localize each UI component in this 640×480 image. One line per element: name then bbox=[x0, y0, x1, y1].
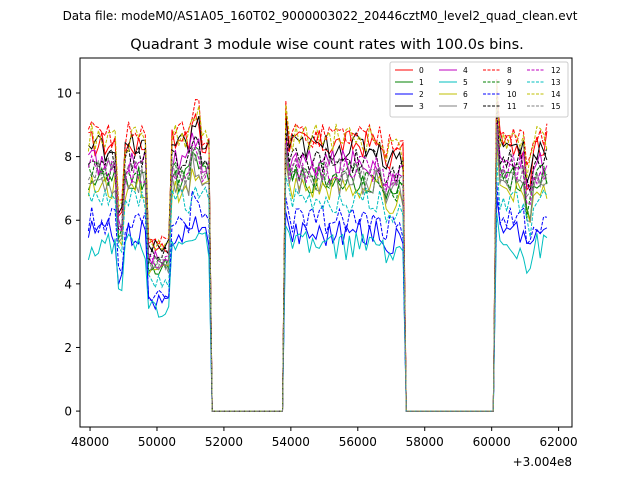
legend-label-3: 3 bbox=[419, 102, 424, 111]
x-tick-label: 54000 bbox=[272, 435, 310, 449]
legend-label-7: 7 bbox=[463, 102, 468, 111]
x-tick-label: 50000 bbox=[138, 435, 176, 449]
x-tick-label: 58000 bbox=[406, 435, 444, 449]
y-axis: 0 2 4 6 8 10 bbox=[57, 86, 80, 419]
y-tick-label: 0 bbox=[64, 405, 72, 419]
legend-label-10: 10 bbox=[507, 90, 517, 99]
plot-frame bbox=[79, 57, 573, 428]
x-tick-label: 62000 bbox=[540, 435, 578, 449]
legend-label-4: 4 bbox=[463, 66, 468, 75]
y-tick-label: 8 bbox=[64, 150, 72, 164]
legend-label-12: 12 bbox=[551, 66, 561, 75]
legend-label-1: 1 bbox=[419, 78, 424, 87]
series-line-14 bbox=[87, 82, 548, 412]
x-axis: 48000 50000 52000 54000 56000 58000 60000 62000 bbox=[71, 427, 578, 449]
legend-label-8: 8 bbox=[507, 66, 512, 75]
legend-label-6: 6 bbox=[463, 90, 468, 99]
series-line-12 bbox=[87, 120, 548, 412]
x-tick-label: 52000 bbox=[205, 435, 243, 449]
y-tick-label: 10 bbox=[57, 86, 72, 100]
legend-label-14: 14 bbox=[551, 90, 561, 99]
legend-label-11: 11 bbox=[507, 102, 517, 111]
legend-label-9: 9 bbox=[507, 78, 512, 87]
series-lines bbox=[87, 78, 548, 412]
legend-label-5: 5 bbox=[463, 78, 468, 87]
legend-box bbox=[389, 61, 569, 118]
legend-label-2: 2 bbox=[419, 90, 424, 99]
y-tick-label: 6 bbox=[64, 214, 72, 228]
series-line-15 bbox=[87, 124, 548, 412]
chart-title: Quadrant 3 module wise count rates with … bbox=[130, 37, 524, 53]
chart-suptitle: Data file: modeM0/AS1A05_160T02_90000030… bbox=[63, 9, 578, 23]
y-tick-label: 4 bbox=[64, 277, 72, 291]
legend-label-0: 0 bbox=[419, 66, 424, 75]
legend-label-15: 15 bbox=[551, 102, 561, 111]
x-tick-label: 56000 bbox=[339, 435, 377, 449]
x-tick-label: 48000 bbox=[71, 435, 109, 449]
x-offset-label: +3.004e8 bbox=[513, 455, 572, 469]
y-tick-label: 2 bbox=[64, 341, 72, 355]
series-line-10 bbox=[87, 182, 547, 412]
legend-label-13: 13 bbox=[551, 78, 561, 87]
x-tick-label: 60000 bbox=[473, 435, 511, 449]
